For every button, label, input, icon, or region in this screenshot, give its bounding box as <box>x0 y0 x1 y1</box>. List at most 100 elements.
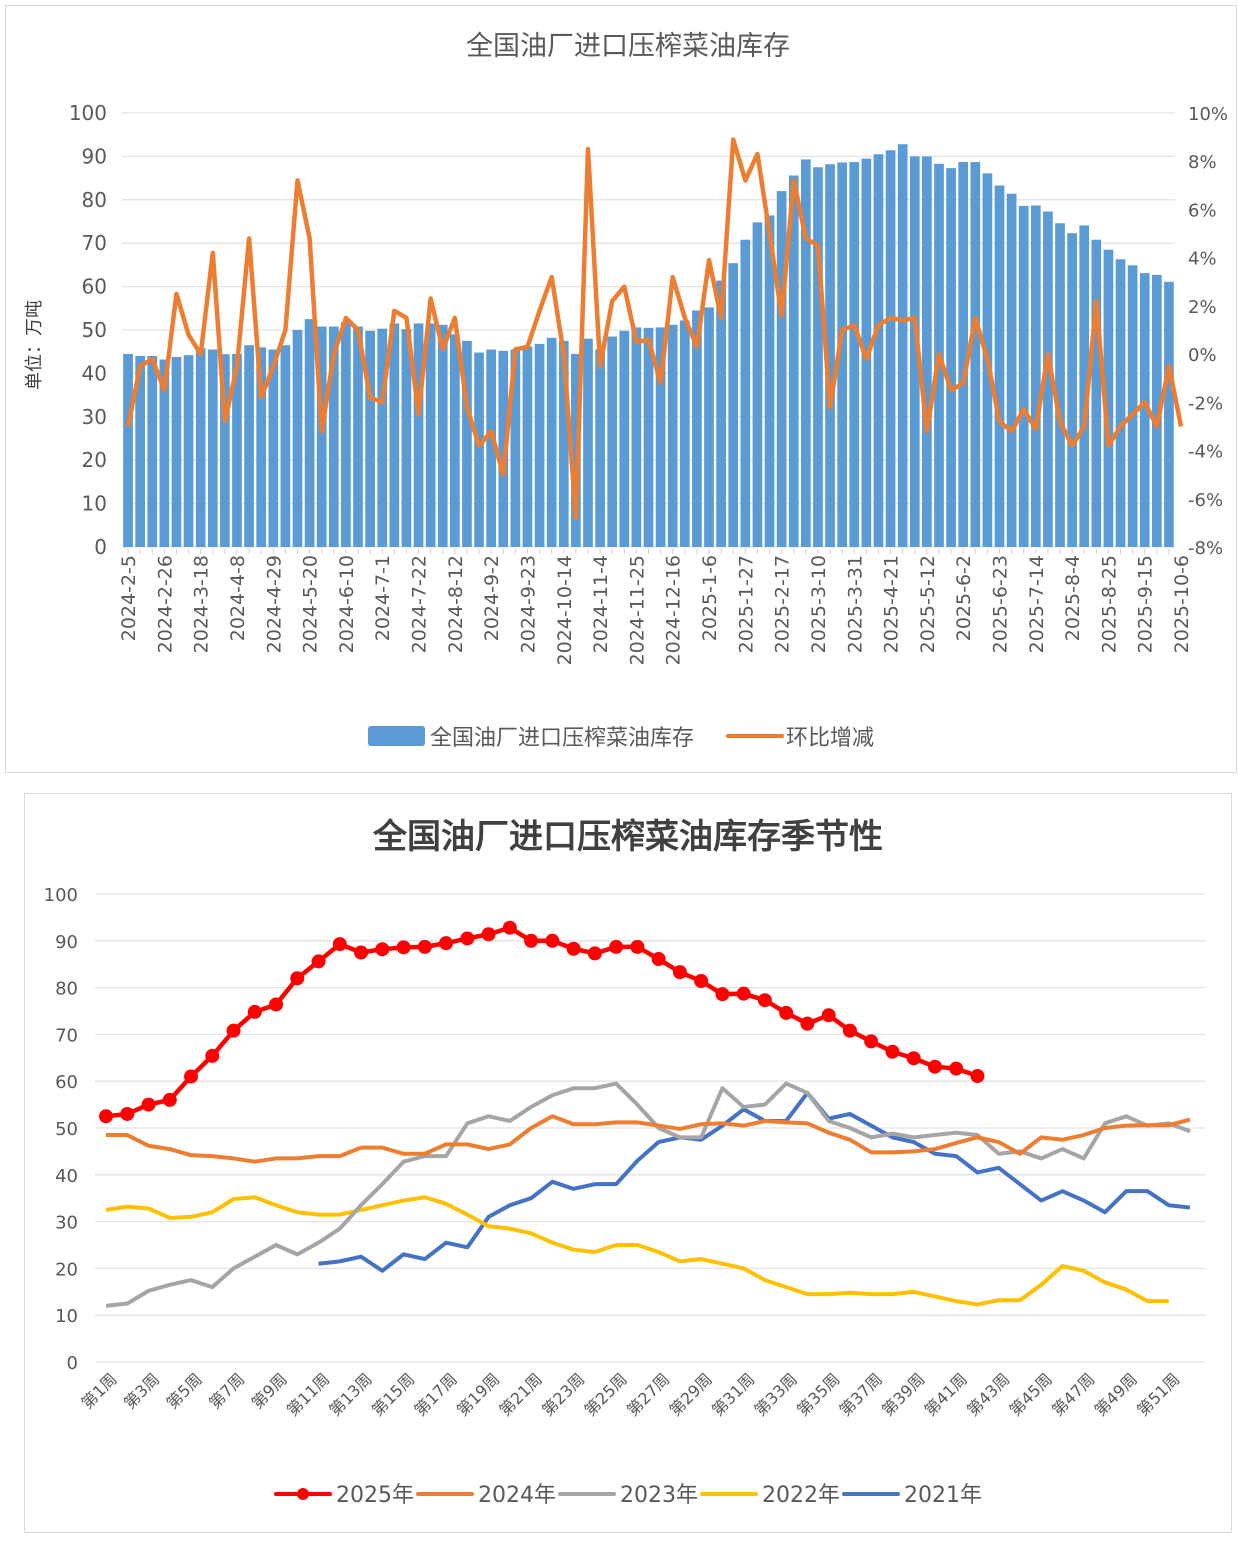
bar <box>474 352 484 547</box>
bar <box>849 162 860 548</box>
bar <box>788 175 799 547</box>
legend: 全国油厂进口压榨菜油库存 环比增减 <box>368 726 874 751</box>
x-tick-label: 2024-2-5 <box>118 555 140 641</box>
line-series-2022年 <box>105 1195 1169 1307</box>
x-tick-label: 第11周 <box>283 1369 333 1419</box>
data-point <box>99 1109 113 1124</box>
bar <box>413 323 424 547</box>
bar <box>389 323 400 547</box>
data-point <box>864 1034 879 1049</box>
data-point <box>481 927 496 942</box>
line-series-2023年 <box>105 1081 1191 1308</box>
data-point <box>524 933 539 948</box>
data-point <box>502 920 517 935</box>
bar <box>341 322 351 547</box>
x-tick-label: 2024-9-2 <box>481 555 503 641</box>
y2-tick-label: 6% <box>1188 200 1217 221</box>
x-tick-label: 2024-2-26 <box>154 555 176 653</box>
bar <box>316 326 327 547</box>
x-tick-label: 2025-3-10 <box>808 555 830 653</box>
data-point <box>949 1061 964 1076</box>
x-tick-label: 第51周 <box>1133 1369 1183 1419</box>
data-point <box>906 1051 921 1066</box>
bar <box>716 280 726 547</box>
bar <box>1103 249 1114 547</box>
x-tick-label: 第31周 <box>708 1369 758 1419</box>
bar <box>1030 205 1041 547</box>
data-point <box>566 941 581 956</box>
bar <box>922 156 932 547</box>
x-tick-label: 2025-3-31 <box>844 555 866 653</box>
x-tick-label: 第15周 <box>368 1369 418 1419</box>
data-point <box>120 1106 135 1121</box>
legend-swatch-inventory <box>368 726 425 746</box>
x-tick-label: 2024-6-10 <box>336 555 358 653</box>
bar <box>994 185 1005 547</box>
bar <box>304 319 315 547</box>
bar <box>292 330 303 547</box>
bar <box>909 156 920 547</box>
data-point <box>460 931 475 946</box>
bar <box>147 356 158 547</box>
y-tick-label: 0 <box>67 1353 78 1374</box>
x-tick-label: 2024-12-16 <box>663 555 685 665</box>
data-point <box>375 942 390 957</box>
chart-title-seasonality: 全国油厂进口压榨菜油库存季节性 <box>372 817 883 857</box>
x-tick-label: 第41周 <box>921 1369 971 1419</box>
inventory-chart: 全国油厂进口压榨菜油库存 0 10 20 30 40 50 60 70 80 90 100 -8% -… <box>24 31 1228 751</box>
bar <box>1006 193 1017 547</box>
data-point <box>226 1023 241 1038</box>
x-tick-label: 第19周 <box>453 1369 503 1419</box>
x-tick-label: 第47周 <box>1048 1369 1098 1419</box>
legend-label: 2024年 <box>478 1483 556 1508</box>
y-tick-label: 30 <box>55 1213 78 1234</box>
bar <box>256 347 267 547</box>
x-tick-label: 2024-3-18 <box>191 555 213 653</box>
bar <box>704 307 714 547</box>
bar <box>692 310 702 547</box>
bar <box>1018 205 1029 547</box>
bar <box>510 349 521 547</box>
bar <box>232 353 242 547</box>
bar <box>159 359 170 547</box>
bar <box>1091 239 1102 547</box>
data-point <box>354 945 369 960</box>
y-tick-label: 40 <box>55 1166 78 1187</box>
x-tick-label: 第1周 <box>78 1369 121 1412</box>
bar <box>123 353 133 547</box>
data-point <box>800 1016 815 1031</box>
bar <box>1079 225 1090 547</box>
bar <box>244 345 254 547</box>
data-point <box>332 937 347 952</box>
bar <box>1139 273 1150 547</box>
y-tick-label: 90 <box>55 932 78 953</box>
bar <box>776 191 787 547</box>
x-tick-label: 2024-7-22 <box>409 555 431 653</box>
bar <box>643 327 654 547</box>
y-tick-label: 10 <box>82 492 107 516</box>
bar <box>813 167 823 547</box>
data-point <box>545 933 560 948</box>
bar <box>498 350 509 547</box>
x-tick-label: 第37周 <box>836 1369 886 1419</box>
legend-label: 2021年 <box>904 1483 982 1508</box>
y-tick-label: 0 <box>94 535 107 559</box>
data-point <box>184 1069 199 1084</box>
bar <box>583 338 593 547</box>
data-point <box>927 1059 942 1074</box>
line-series-2021年 <box>318 1090 1191 1273</box>
data-point <box>587 946 602 961</box>
x-tick-label: 第27周 <box>623 1369 673 1419</box>
x-tick-label: 2024-4-29 <box>263 555 285 653</box>
y-tick-label: 50 <box>55 1119 78 1140</box>
x-tick-label: 第45周 <box>1006 1369 1056 1419</box>
y-tick-label: 90 <box>82 144 107 168</box>
legend-seasonality: 2025年 2024年 2023年 2022年 2021年 <box>274 1483 982 1508</box>
x-tick-label: 2024-4-8 <box>227 555 249 641</box>
y2-tick-label: 2% <box>1188 297 1217 318</box>
x-tick-label: 2024-5-20 <box>300 555 322 653</box>
data-point <box>736 986 751 1001</box>
x-tick-label: 2025-6-2 <box>953 555 975 641</box>
line-series-2024年 <box>106 1114 1191 1164</box>
x-tick-label: 2025-1-27 <box>735 555 757 653</box>
